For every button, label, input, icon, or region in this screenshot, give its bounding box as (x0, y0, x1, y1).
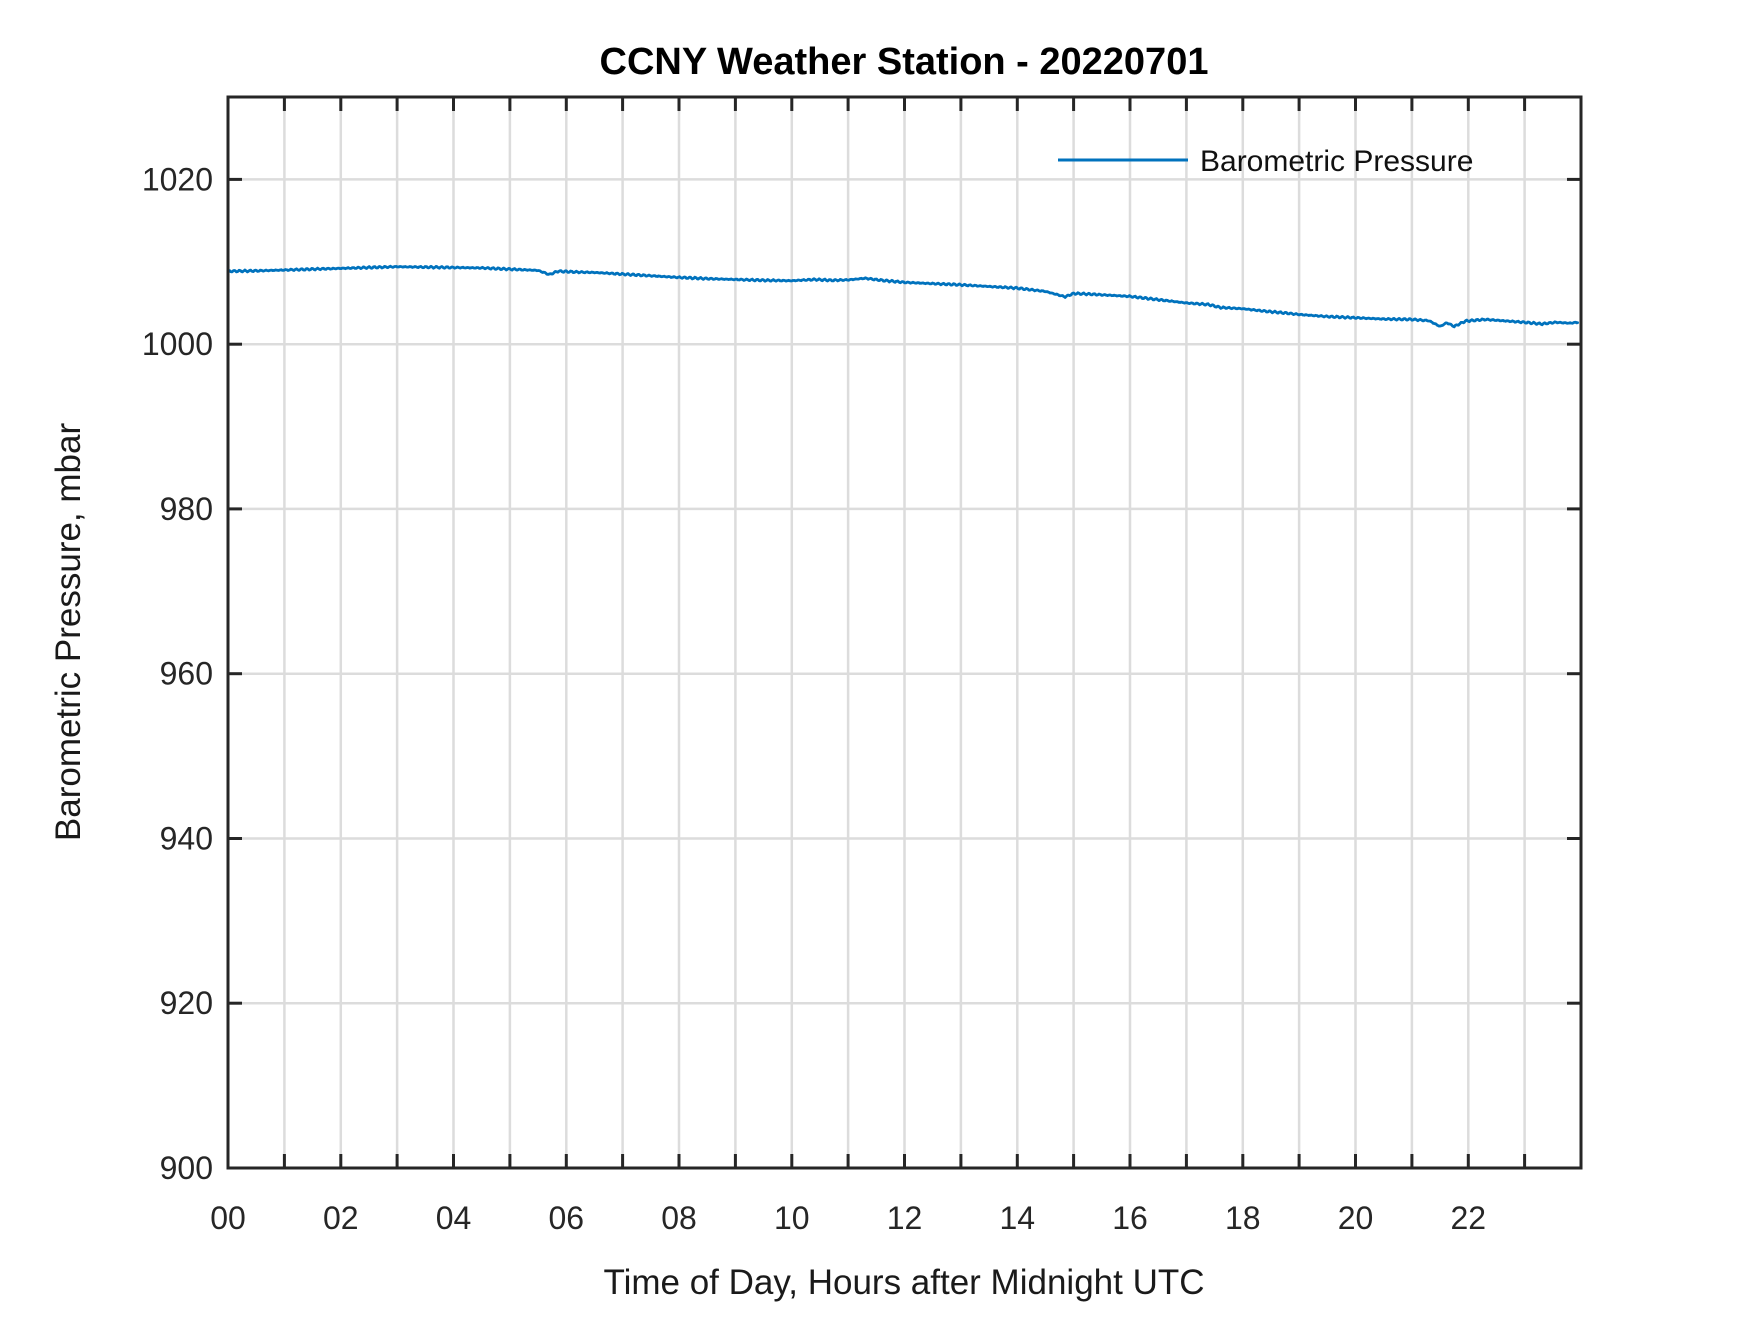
x-tick-label: 00 (210, 1200, 246, 1236)
y-tick-label: 1000 (142, 326, 213, 362)
legend-label: Barometric Pressure (1200, 145, 1473, 178)
x-tick-label: 14 (1000, 1200, 1036, 1236)
y-tick-label: 1020 (142, 161, 213, 197)
x-tick-label: 10 (774, 1200, 810, 1236)
x-tick-label: 16 (1112, 1200, 1148, 1236)
x-tick-label: 20 (1338, 1200, 1374, 1236)
x-tick-label: 04 (436, 1200, 472, 1236)
x-tick-label: 22 (1451, 1200, 1487, 1236)
chart-title: CCNY Weather Station - 20220701 (600, 41, 1209, 83)
x-tick-label: 12 (887, 1200, 923, 1236)
y-tick-label: 980 (160, 491, 213, 527)
pressure-series-line (226, 264, 1579, 329)
x-tick-label: 06 (549, 1200, 585, 1236)
x-axis-label: Time of Day, Hours after Midnight UTC (604, 1263, 1205, 1302)
series-layer (226, 264, 1579, 329)
y-tick-label: 960 (160, 656, 213, 692)
y-axis-label: Barometric Pressure, mbar (49, 423, 88, 842)
x-tick-label: 02 (323, 1200, 359, 1236)
legend: Barometric Pressure (1058, 145, 1473, 178)
x-tick-label: 18 (1225, 1200, 1261, 1236)
grid-layer (228, 97, 1581, 1168)
y-tick-label: 920 (160, 985, 213, 1021)
x-tick-label: 08 (661, 1200, 697, 1236)
y-tick-label: 940 (160, 821, 213, 857)
tick-layer (226, 97, 1583, 1170)
y-tick-label: 900 (160, 1150, 213, 1186)
tick-label-layer: 00 02 04 06 08 10 12 14 16 18 20 22 900 920 940 960 980 1… (142, 161, 1486, 1236)
